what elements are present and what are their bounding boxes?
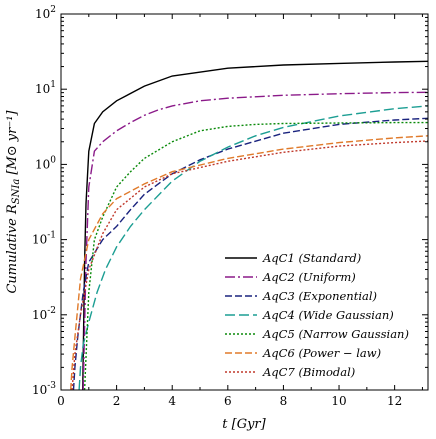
- y-tick-label: 101: [35, 80, 56, 96]
- legend-label: AqC6 (Power − law): [262, 346, 381, 360]
- x-tick-label: 8: [280, 394, 288, 408]
- legend-label: AqC1 (Standard): [262, 251, 361, 265]
- y-tick-label: 10-3: [32, 381, 56, 397]
- x-tick-label: 10: [331, 394, 346, 408]
- x-tick-label: 2: [113, 394, 121, 408]
- x-tick-label: 6: [224, 394, 232, 408]
- series-line-1: [82, 60, 428, 390]
- x-tick-label: 4: [168, 394, 176, 408]
- series-line-5: [83, 121, 428, 390]
- legend-label: AqC2 (Uniform): [262, 270, 356, 284]
- legend-label: AqC4 (Wide Gaussian): [262, 308, 394, 322]
- y-tick-label: 100: [35, 155, 56, 171]
- y-axis-label: Cumulative RSNIa [M⊙ yr⁻¹]: [5, 110, 22, 294]
- x-tick-label: 12: [387, 394, 402, 408]
- x-axis-label: t [Gyr]: [222, 417, 266, 432]
- series-layer: [70, 60, 428, 390]
- legend-label: AqC3 (Exponential): [262, 289, 377, 303]
- y-tick-label: 10-1: [32, 231, 56, 247]
- legend: AqC1 (Standard) AqC2 (Uniform) AqC3 (Expon…: [225, 251, 409, 379]
- series-line-6: [70, 135, 428, 390]
- x-tick-label: 0: [57, 394, 65, 408]
- y-tick-label: 10-2: [32, 306, 56, 322]
- legend-label: AqC7 (Bimodal): [262, 365, 355, 379]
- y-tick-label: 102: [35, 5, 56, 21]
- plot-frame: [60, 13, 429, 391]
- axes-layer: 0 2 4 6 8 10 12 10-3 10-2 10-1 100 101 102: [32, 5, 428, 408]
- series-line-2: [82, 91, 428, 390]
- series-line-3: [72, 117, 428, 390]
- legend-label: AqC5 (Narrow Gaussian): [262, 327, 409, 341]
